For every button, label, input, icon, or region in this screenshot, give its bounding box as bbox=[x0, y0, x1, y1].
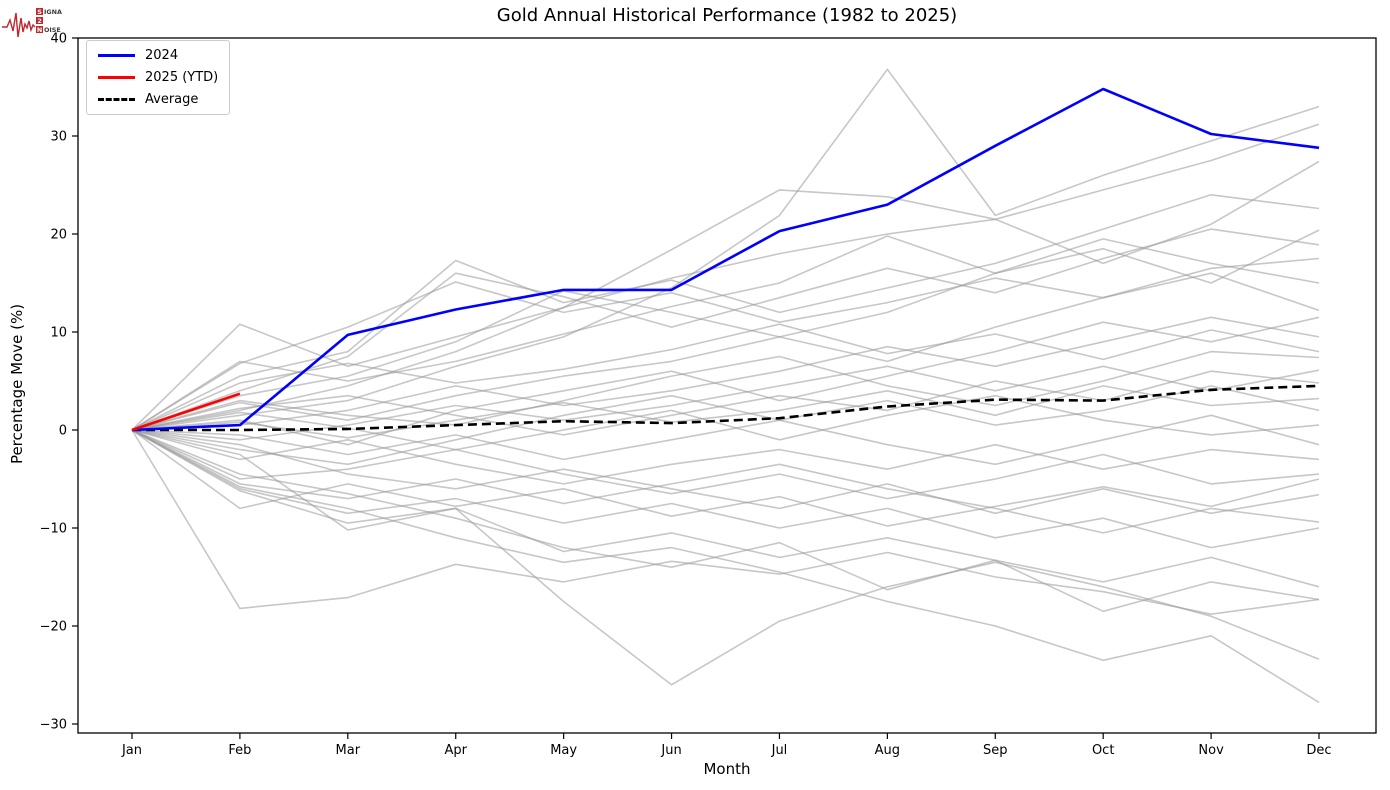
legend-line-sample-2025 bbox=[98, 76, 135, 79]
historical-year-line bbox=[131, 160, 1320, 431]
historical-year-line bbox=[131, 229, 1320, 431]
x-tick-label: Jul bbox=[771, 743, 788, 758]
legend-item-2024: 2024 bbox=[98, 48, 218, 63]
y-tick-label: 30 bbox=[50, 130, 67, 145]
x-tick-label: May bbox=[550, 743, 577, 758]
y-tick-label: 40 bbox=[50, 32, 67, 47]
historical-year-line bbox=[131, 257, 1320, 431]
historical-lines-layer bbox=[131, 68, 1320, 704]
historical-year-line bbox=[131, 350, 1320, 431]
legend-label: 2024 bbox=[145, 48, 179, 63]
historical-year-line bbox=[131, 370, 1320, 436]
historical-year-line bbox=[131, 365, 1320, 441]
y-tick-label: −30 bbox=[40, 718, 67, 733]
historical-year-line bbox=[131, 385, 1320, 466]
historical-year-line bbox=[131, 429, 1320, 616]
legend-line-sample-average bbox=[98, 98, 135, 101]
x-tick-label: Mar bbox=[336, 743, 361, 758]
logo-letter: S bbox=[37, 8, 42, 16]
x-tick-label: Dec bbox=[1306, 743, 1331, 758]
historical-year-line bbox=[131, 429, 1320, 527]
legend-item-2025: 2025 (YTD) bbox=[98, 70, 218, 85]
historical-year-line bbox=[131, 385, 1320, 439]
x-tick-label: Feb bbox=[228, 743, 251, 758]
x-tick-label: Aug bbox=[875, 743, 900, 758]
historical-year-line bbox=[131, 429, 1320, 515]
historical-year-line bbox=[131, 429, 1320, 534]
logo-box-s bbox=[36, 8, 43, 15]
heartbeat-waveform-icon bbox=[2, 12, 36, 38]
historical-year-line bbox=[131, 429, 1320, 485]
historical-year-line bbox=[131, 238, 1320, 431]
legend-item-average: Average bbox=[98, 92, 218, 107]
axes-layer: 40 30 20 10 0 −10 −20 −30 Jan Feb Mar Apr May Jun Jul A… bbox=[40, 32, 1377, 758]
x-tick-label: Sep bbox=[983, 743, 1008, 758]
y-axis-title: Percentage Move (%) bbox=[8, 303, 26, 465]
logo-digit-2: 2 bbox=[37, 17, 41, 25]
historical-year-line bbox=[131, 323, 1320, 431]
logo-box-2 bbox=[36, 17, 43, 24]
historical-year-line bbox=[131, 429, 1320, 588]
y-tick-label: 0 bbox=[59, 424, 67, 439]
logo-letter: N bbox=[37, 26, 42, 34]
historical-year-line bbox=[131, 429, 1320, 686]
plot-frame bbox=[77, 37, 1377, 734]
historical-year-line bbox=[131, 272, 1320, 431]
historical-year-line bbox=[131, 194, 1320, 431]
historical-year-line bbox=[131, 429, 1320, 613]
historical-year-line bbox=[131, 68, 1320, 431]
historical-year-line bbox=[131, 316, 1320, 446]
x-tick-label: Jun bbox=[660, 743, 681, 758]
historical-year-line bbox=[131, 123, 1320, 431]
chart-title: Gold Annual Historical Performance (1982… bbox=[496, 5, 958, 26]
series-line-2025-ytd- bbox=[131, 392, 241, 432]
series-line-average bbox=[132, 384, 1320, 432]
legend: 2024 2025 (YTD) Average bbox=[86, 40, 231, 115]
x-tick-label: Oct bbox=[1092, 743, 1114, 758]
historical-year-line bbox=[131, 429, 1320, 549]
signal2noise-logo: S IGNAL 2 N OISE bbox=[2, 8, 62, 38]
x-tick-label: Apr bbox=[444, 743, 467, 758]
legend-label: 2025 (YTD) bbox=[145, 70, 219, 85]
logo-word-signal: IGNAL bbox=[44, 8, 62, 16]
legend-label: Average bbox=[145, 92, 199, 107]
y-tick-label: 20 bbox=[50, 228, 67, 243]
y-tick-label: −10 bbox=[40, 522, 67, 537]
historical-year-line bbox=[131, 414, 1320, 466]
series-line-2024 bbox=[131, 87, 1320, 432]
logo-word-noise: OISE bbox=[44, 26, 61, 34]
legend-line-sample-2024 bbox=[98, 54, 135, 57]
logo-box-n bbox=[36, 26, 43, 33]
historical-year-line bbox=[131, 394, 1320, 451]
y-tick-label: −20 bbox=[40, 620, 67, 635]
x-axis-title: Month bbox=[703, 760, 751, 778]
historical-year-line bbox=[131, 429, 1320, 704]
y-tick-label: 10 bbox=[50, 326, 67, 341]
historical-year-line bbox=[131, 429, 1320, 500]
x-tick-label: Nov bbox=[1198, 743, 1224, 758]
x-tick-label: Jan bbox=[121, 743, 142, 758]
highlight-lines-layer bbox=[131, 87, 1320, 432]
